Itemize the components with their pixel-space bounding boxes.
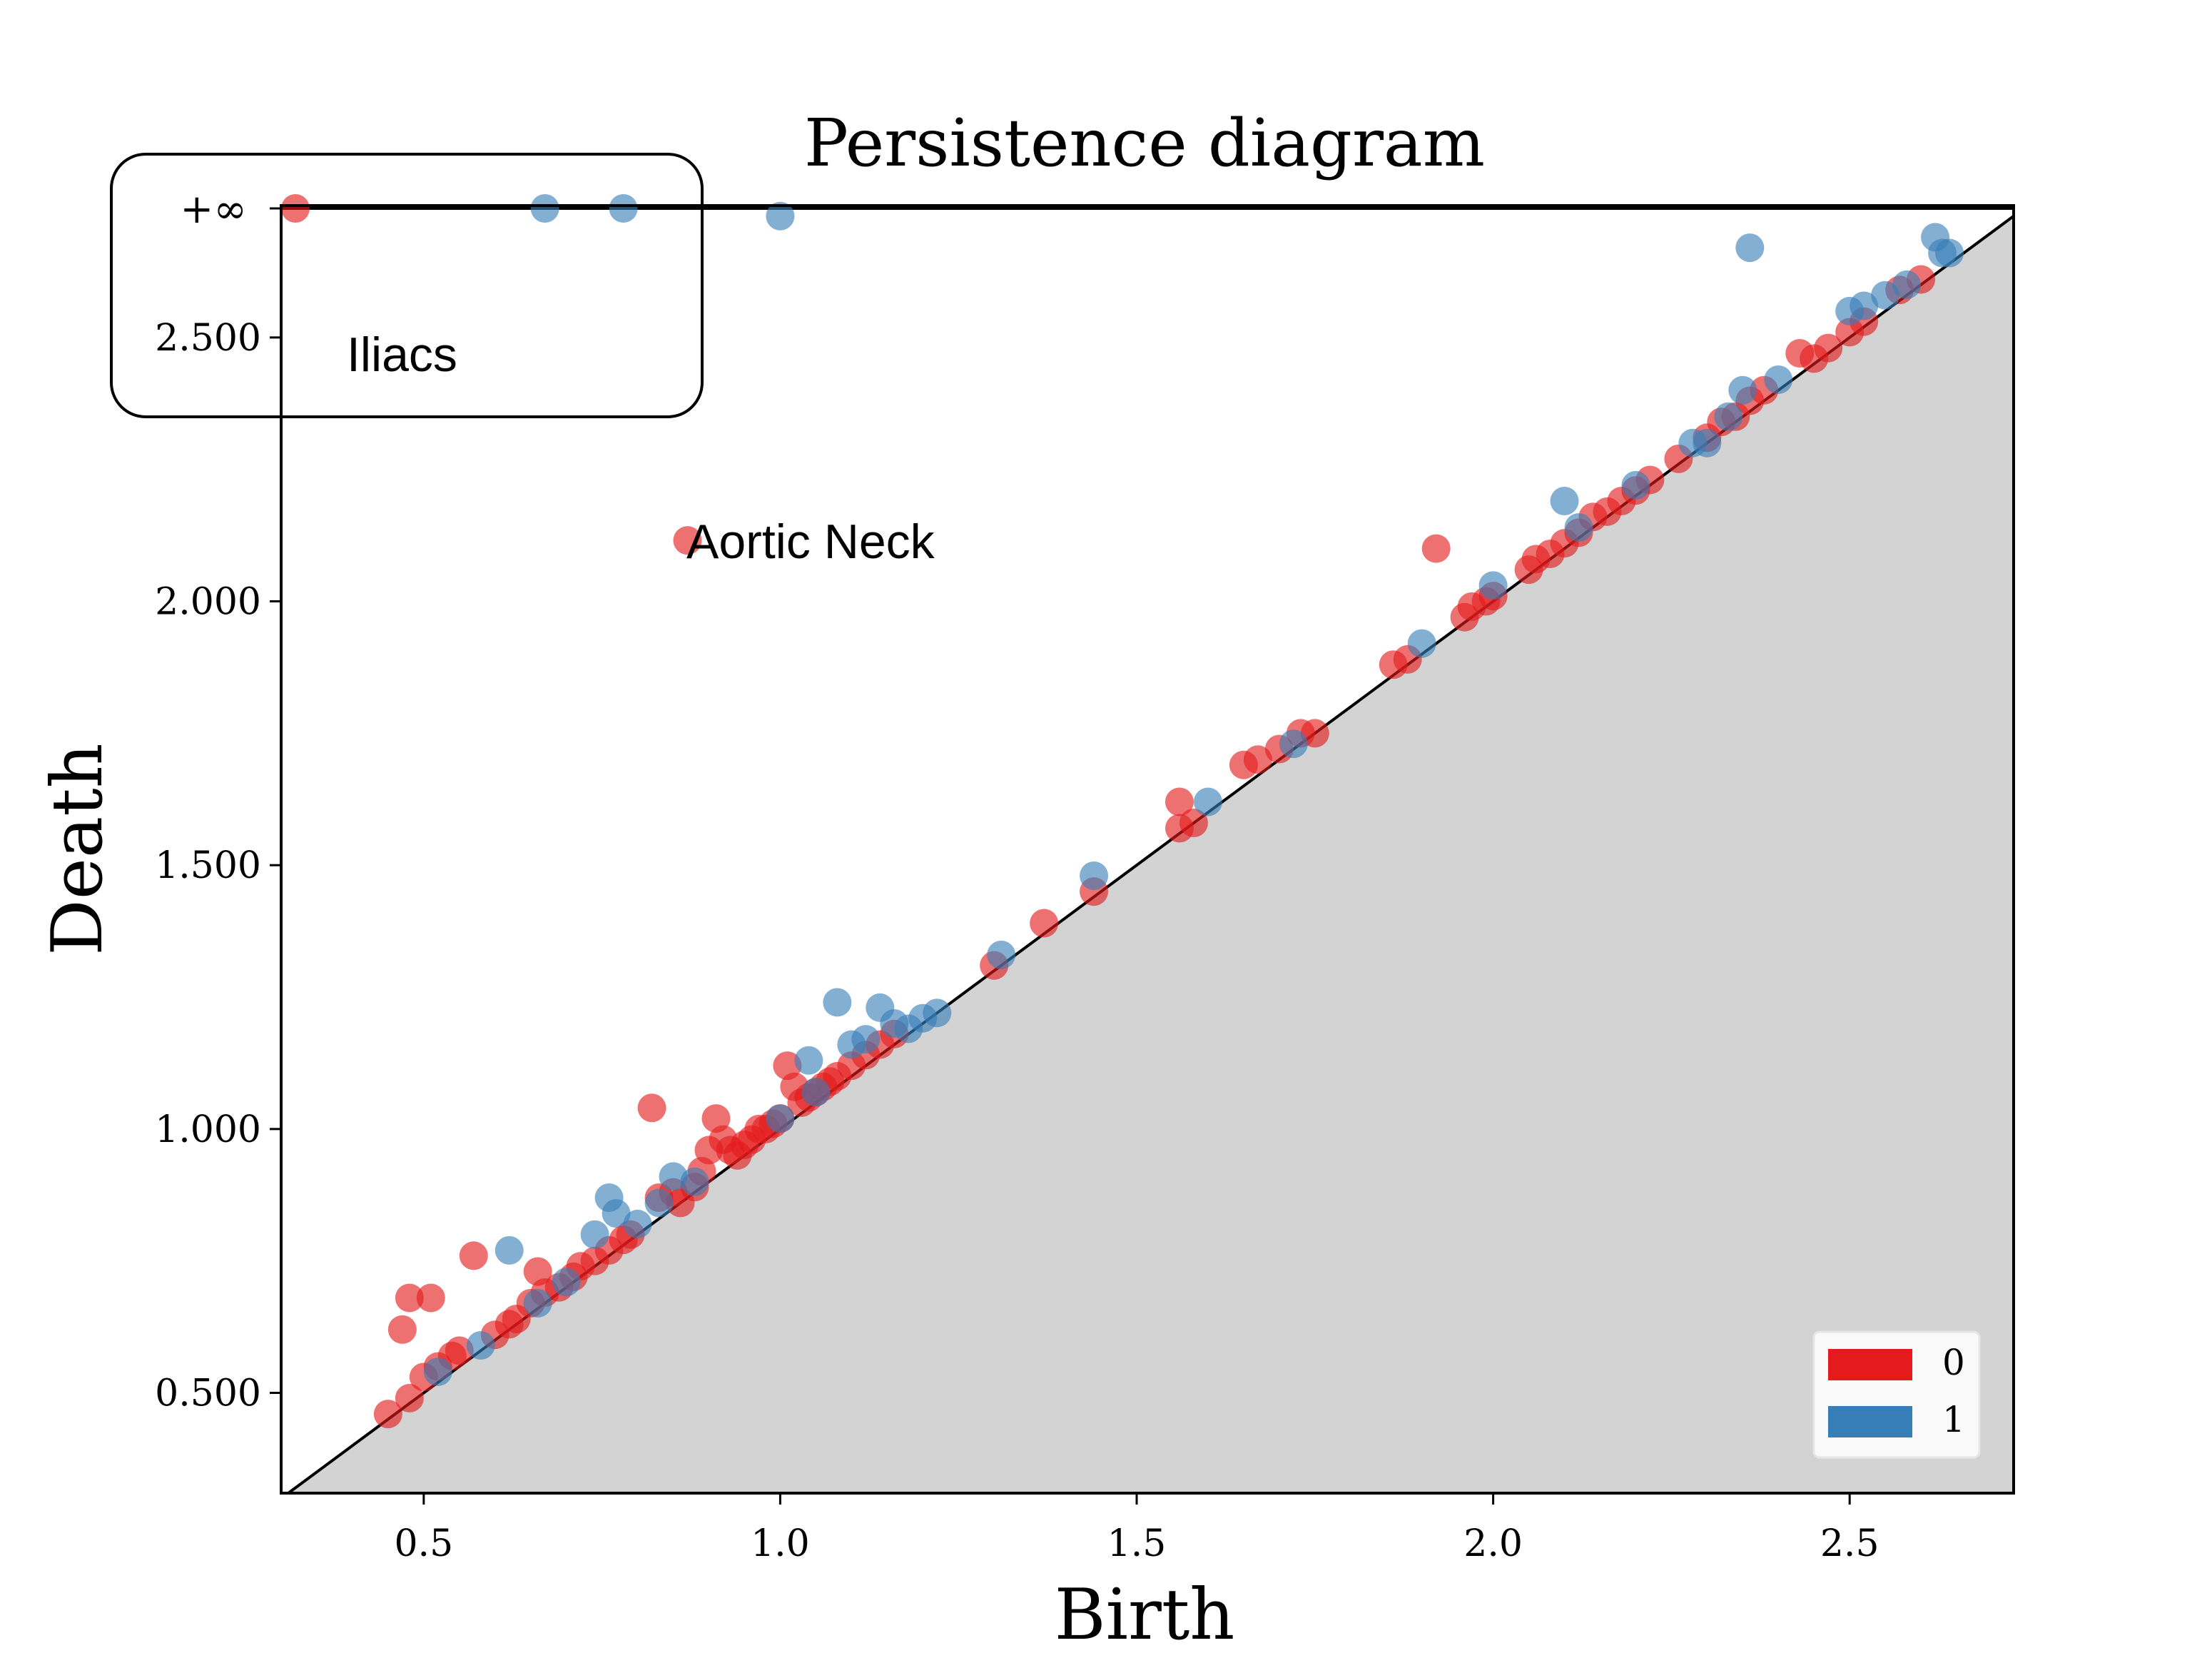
data-point <box>659 1162 688 1191</box>
data-point <box>445 1336 474 1365</box>
series-1-points <box>423 194 1964 1386</box>
data-point <box>580 1220 609 1249</box>
data-point <box>1621 470 1650 500</box>
data-point <box>1935 238 1964 268</box>
data-point <box>851 1025 881 1054</box>
y-tick-label: 0.500 <box>155 1373 261 1415</box>
data-point <box>552 1268 581 1297</box>
data-point <box>459 1241 488 1270</box>
data-point <box>1478 571 1508 600</box>
data-point <box>1735 233 1765 263</box>
legend-swatch-series-0 <box>1828 1349 1912 1380</box>
data-point <box>1871 280 1900 310</box>
y-tick-label-infinity: +∞ <box>180 186 247 233</box>
legend-swatch-series-1 <box>1828 1406 1912 1437</box>
data-point <box>623 1209 652 1238</box>
data-point <box>373 1400 402 1429</box>
y-tick-label: 1.500 <box>155 844 261 887</box>
data-point <box>1080 861 1109 890</box>
x-tick-label: 1.0 <box>751 1522 810 1565</box>
x-axis-label: Birth <box>1055 1574 1235 1656</box>
data-point <box>766 1104 795 1133</box>
x-tick-label: 2.0 <box>1463 1522 1523 1565</box>
data-point <box>823 988 852 1017</box>
data-point <box>1814 333 1843 363</box>
y-tick-label: 2.500 <box>155 317 261 360</box>
y-axis-label: Death <box>37 743 118 956</box>
data-point <box>395 1283 424 1313</box>
data-point <box>1300 719 1329 748</box>
data-point <box>387 1315 417 1344</box>
data-point <box>530 194 559 223</box>
data-point <box>523 1288 552 1318</box>
plot-frame <box>280 204 2015 1495</box>
legend: 0 1 <box>1812 1330 1981 1459</box>
data-point <box>280 194 310 223</box>
data-point <box>1714 402 1743 431</box>
data-point <box>395 1383 424 1412</box>
data-point <box>1728 375 1757 405</box>
data-point <box>923 999 952 1028</box>
data-point <box>766 201 795 231</box>
data-point <box>1550 487 1579 516</box>
iliacs-annotation-box <box>110 153 704 418</box>
x-tick-label: 0.5 <box>394 1522 453 1565</box>
x-tick-label: 2.5 <box>1820 1522 1879 1565</box>
data-point <box>423 1357 452 1386</box>
data-point <box>416 1283 445 1313</box>
chart-title: Persistence diagram <box>804 105 1485 181</box>
legend-label-series-1: 1 <box>1942 1399 1965 1440</box>
data-point <box>637 1093 666 1123</box>
data-point <box>1564 513 1593 542</box>
data-point <box>466 1330 495 1360</box>
iliacs-annotation-label: Iliacs <box>347 328 457 382</box>
data-point <box>1193 787 1222 817</box>
ticks-layer: 0.5 1.0 1.5 2.0 2.5 0.500 1.000 1.500 2.000 2.500… <box>155 186 1879 1565</box>
data-point <box>680 1167 709 1196</box>
data-point <box>987 940 1016 969</box>
data-point <box>1279 729 1308 759</box>
x-tick-label: 1.5 <box>1107 1522 1167 1565</box>
data-point <box>1243 745 1272 774</box>
y-tick-label: 1.000 <box>155 1108 261 1151</box>
legend-label-series-0: 0 <box>1942 1342 1965 1383</box>
data-point <box>1030 909 1059 938</box>
aortic-neck-marker <box>673 526 702 555</box>
data-point <box>1850 291 1879 320</box>
data-point <box>1892 270 1922 299</box>
data-point <box>1764 365 1793 394</box>
data-point <box>644 1188 674 1218</box>
data-point <box>609 194 638 223</box>
data-point <box>1407 629 1436 658</box>
data-point <box>1179 809 1208 838</box>
data-point <box>1421 534 1451 563</box>
data-point <box>801 1078 831 1107</box>
data-point <box>602 1199 631 1228</box>
data-point <box>1693 428 1722 458</box>
data-point <box>794 1046 823 1075</box>
data-point <box>1165 787 1194 817</box>
data-point <box>494 1235 524 1265</box>
aortic-neck-annotation-label: Aortic Neck <box>686 515 935 569</box>
points-layer <box>280 194 1964 1429</box>
y-tick-label: 2.000 <box>155 581 261 624</box>
